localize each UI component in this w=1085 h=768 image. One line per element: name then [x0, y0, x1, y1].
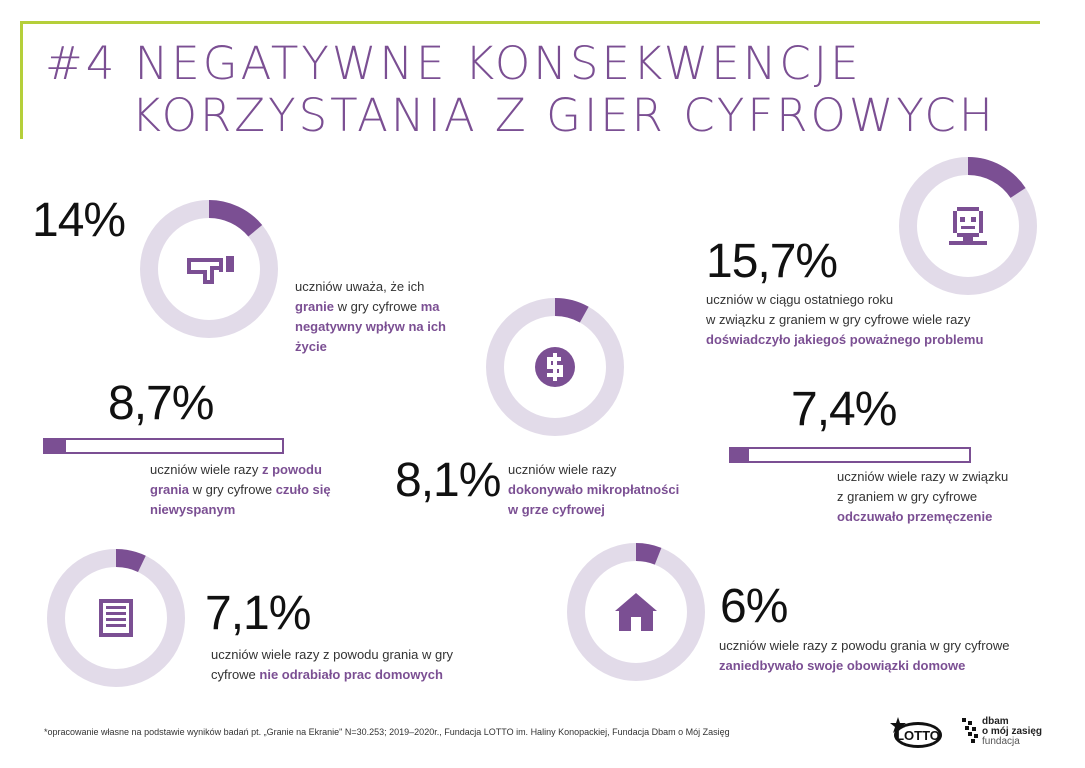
stat-value-negative-impact: 14%	[32, 194, 126, 247]
page-title: #4 NEGATYWNE KONSEKWENCJE KORZYSTANIA Z …	[45, 38, 996, 142]
footnote: *opracowanie własne na podstawie wyników…	[44, 727, 730, 737]
progress-fill	[731, 449, 749, 461]
text-part: uczniów wiele razy w związku	[837, 469, 1009, 484]
text-part: uczniów wiele razy z powodu grania w gry…	[719, 638, 1010, 653]
text-part: uczniów wiele razy	[508, 462, 617, 477]
text-highlight: doświadczyło jakiegoś poważnego problemu	[706, 332, 984, 347]
text-highlight: w grze cyfrowej	[508, 502, 605, 517]
house-icon	[615, 593, 657, 631]
donut-homework	[47, 549, 185, 687]
stat-value-tired: 7,4%	[791, 383, 897, 436]
text-part: uczniów wiele razy	[150, 462, 262, 477]
stat-text-tired: uczniów wiele razy w związku z graniem w…	[837, 467, 1047, 527]
stat-value-homework: 7,1%	[205, 587, 311, 640]
text-highlight: niewyspanym	[150, 502, 236, 517]
text-part: uczniów wiele razy z powodu grania w gry	[211, 647, 454, 662]
donut-negative-impact	[140, 200, 278, 338]
frame-top-line	[20, 21, 1040, 24]
text-highlight: czuło się	[275, 482, 331, 497]
stat-text-serious-problem: uczniów w ciągu ostatniego roku w związk…	[706, 290, 1046, 350]
text-highlight: na ich życie	[295, 319, 447, 354]
stat-text-sleepy: uczniów wiele razy z powodu grania w gry…	[150, 460, 350, 520]
text-highlight: odczuwało przemęczenie	[837, 509, 993, 524]
text-highlight: grania	[150, 482, 190, 497]
text-part: uczniów w ciągu ostatniego roku	[706, 292, 894, 307]
stat-value-sleepy: 8,7%	[108, 377, 214, 430]
thumbs-down-icon	[187, 256, 234, 284]
dbam-line-1: dbam	[982, 716, 1009, 727]
stat-text-microtransactions: uczniów wiele razy dokonywało mikropłatn…	[508, 460, 708, 520]
dbam-line-3: fundacja	[982, 736, 1020, 747]
sad-face-icon	[949, 207, 987, 245]
title-line-1: #4 NEGATYWNE KONSEKWENCJE	[45, 37, 862, 90]
dbam-line-2: o mój zasięg	[982, 726, 1043, 737]
progress-fill	[45, 440, 66, 452]
progress-bar-tired	[729, 447, 971, 463]
stat-value-microtransactions: 8,1%	[395, 454, 501, 507]
text-part: uczniów uważa, że ich	[295, 279, 425, 294]
text-part: w związku z graniem w gry cyfrowe wiele …	[706, 312, 971, 327]
progress-bar-sleepy	[43, 438, 284, 454]
title-line-2: KORZYSTANIA Z GIER CYFROWYCH	[45, 89, 996, 142]
frame-left-line	[20, 21, 23, 139]
lotto-logo: LOTTO	[890, 717, 942, 748]
donut-chores	[567, 543, 705, 681]
donut-microtransactions	[486, 298, 624, 436]
text-highlight: nie odrabiało prac domowych	[259, 667, 443, 682]
stat-value-serious-problem: 15,7%	[706, 235, 838, 288]
text-part: w gry cyfrowe	[334, 299, 421, 314]
text-highlight: z powodu	[262, 462, 322, 477]
stat-value-chores: 6%	[720, 580, 788, 633]
stat-text-homework: uczniów wiele razy z powodu grania w gry…	[211, 645, 491, 685]
donut-serious-problem	[899, 157, 1037, 295]
document-icon	[99, 599, 133, 637]
lotto-logo-text: LOTTO	[896, 728, 940, 743]
dbam-logo-mark	[962, 718, 978, 743]
text-part: z graniem w gry cyfrowe	[837, 489, 978, 504]
stat-text-chores: uczniów wiele razy z powodu grania w gry…	[719, 636, 1059, 676]
stat-text-negative-impact: uczniów uważa, że ich granie w gry cyfro…	[295, 277, 465, 357]
text-part: cyfrowe	[211, 667, 260, 682]
text-highlight: granie	[295, 299, 335, 314]
text-highlight: zaniedbywało swoje obowiązki domowe	[719, 658, 966, 673]
text-highlight: dokonywało mikropłatności	[508, 482, 680, 497]
text-part: w gry cyfrowe	[189, 482, 276, 497]
dbam-logo-text: dbam o mój zasięg fundacja	[982, 717, 1042, 747]
text-highlight: ma negatywny wpływ	[295, 299, 440, 334]
coin-icon	[535, 347, 575, 387]
